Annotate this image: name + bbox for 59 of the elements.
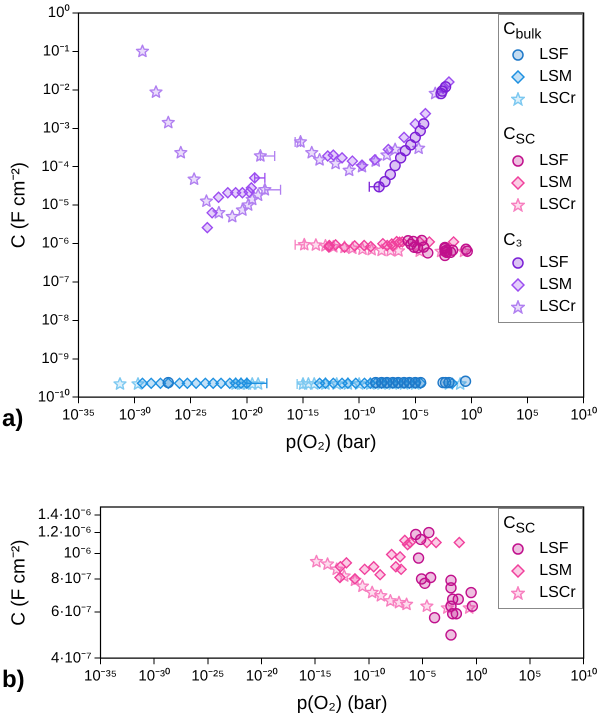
y-tick-label: 10⁻²: [42, 80, 70, 98]
legend-label: LSF: [539, 254, 569, 272]
y-tick-label: 10⁻⁸: [41, 312, 70, 328]
y-axis-title: C (F cm⁻²): [8, 540, 30, 626]
x-tick-label: 10⁰: [465, 667, 488, 684]
y-tick-label: 6·10⁻⁷: [51, 602, 92, 620]
x-tick-label: 10¹⁰: [570, 406, 598, 424]
x-tick-label: 10⁰: [460, 406, 482, 424]
annotation: C$_{SC}$: [503, 513, 536, 536]
legend-label: LSM: [539, 562, 572, 580]
text: a): [2, 405, 24, 434]
x-tick-label: 10⁻³⁵: [62, 406, 95, 424]
y-tick-label: 10⁻⁶: [64, 544, 92, 562]
x-tick-label: 10¹⁰: [570, 667, 598, 684]
annotation: C$_{bulk}$: [503, 19, 542, 42]
x-tick-label: 10⁻²⁵: [174, 406, 208, 424]
y-tick-label: 10⁻⁹: [41, 350, 70, 367]
y-tick-label: 10⁻³: [42, 119, 70, 136]
x-tick-label: 10⁻¹⁵: [286, 406, 320, 424]
legend-label: LSCr: [539, 196, 576, 214]
y-tick-label: 8·10⁻⁷: [51, 570, 92, 588]
y-tick-label: 10⁻⁶: [42, 234, 70, 252]
x-tick-label: 10⁻³⁵: [84, 667, 117, 684]
x-tick-label: 10⁻³⁰: [138, 667, 170, 684]
legend-label: LSF: [539, 46, 569, 64]
x-tick-label: 10⁻¹⁰: [353, 667, 385, 684]
legend-label: LSF: [539, 540, 569, 558]
y-tick-label: 10⁰: [48, 4, 70, 22]
y-tick-label: 10⁻⁵: [42, 196, 70, 214]
y-tick-label: 10⁻¹⁰: [38, 388, 70, 406]
annotation: C₃: [503, 230, 524, 250]
y-tick-label: 10⁻⁷: [42, 273, 70, 290]
x-tick-label: 10⁵: [516, 406, 539, 424]
x-tick-label: 10⁻²⁰: [246, 667, 278, 684]
y-axis-title: C (F cm⁻²): [8, 162, 30, 248]
y-tick-label: 10⁻⁴: [41, 158, 70, 175]
x-tick-label: 10⁻³⁰: [118, 406, 150, 424]
x-tick-label: 10⁻²⁵: [191, 667, 224, 684]
y-tick-label: 1.4·10⁻⁶: [38, 506, 92, 524]
legend-label: LSCr: [539, 584, 576, 602]
y-tick-label: 10⁻¹: [42, 42, 70, 60]
legend-label: LSCr: [539, 90, 576, 108]
x-tick-label: 10⁻¹⁵: [298, 667, 332, 684]
legend-label: LSM: [539, 68, 572, 86]
x-axis-title: p(O₂) (bar): [296, 692, 388, 714]
x-axis-title: p(O₂) (bar): [286, 432, 376, 453]
annotation: C$_{SC}$: [503, 124, 536, 148]
text: b): [2, 666, 25, 694]
x-tick-label: 10⁻⁵: [408, 667, 437, 684]
y-tick-label: 1.2·10⁻⁶: [38, 524, 92, 541]
x-tick-label: 10⁵: [518, 667, 542, 684]
x-tick-label: 10⁻¹⁰: [343, 406, 375, 424]
legend-label: LSM: [539, 174, 572, 192]
x-tick-label: 10⁻⁵: [401, 406, 430, 424]
x-tick-label: 10⁻²⁰: [231, 406, 263, 424]
legend-label: LSF: [539, 152, 569, 170]
legend-label: LSCr: [539, 298, 576, 316]
legend-label: LSM: [539, 276, 572, 294]
y-tick-label: 4·10⁻⁷: [51, 649, 92, 666]
